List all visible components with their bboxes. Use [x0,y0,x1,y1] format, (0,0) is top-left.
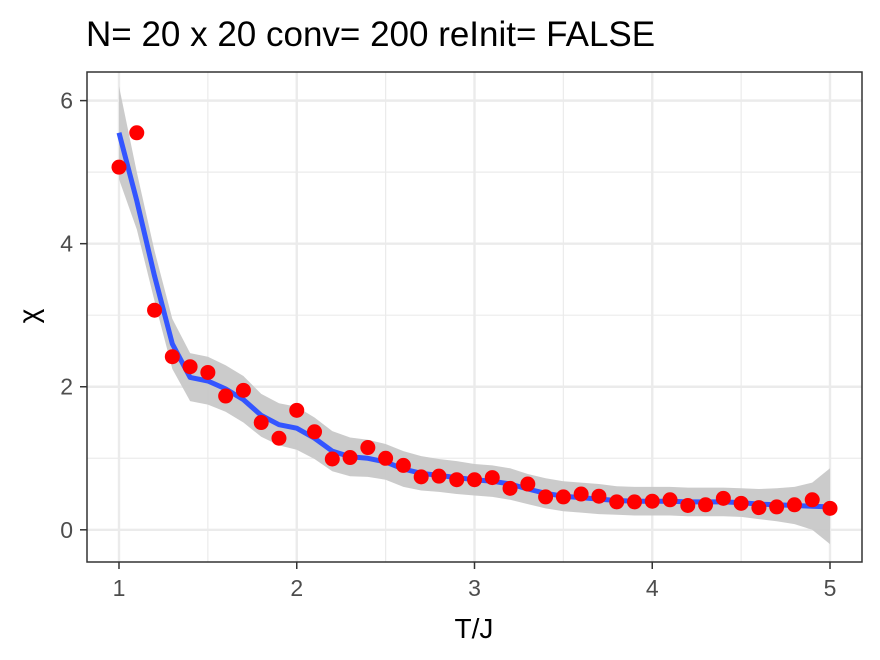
x-tick-label: 2 [290,575,303,601]
data-point [164,349,180,365]
data-point [147,302,163,318]
points-layer [111,125,838,516]
data-point [378,450,394,466]
data-point [235,382,251,398]
data-point [360,440,376,456]
x-axis-title: T/J [455,613,494,644]
data-point [200,364,216,380]
x-tick-label: 3 [468,575,481,601]
data-point [733,495,749,511]
data-point [324,451,340,467]
data-point [307,424,323,440]
data-point [395,457,411,473]
data-point [129,125,145,141]
y-tick-label: 0 [60,517,73,543]
data-point [182,359,198,375]
data-point [751,500,767,516]
data-point [662,492,678,508]
data-point [289,402,305,418]
chart-title: N= 20 x 20 conv= 200 reInit= FALSE [86,15,655,54]
x-tick-label: 5 [824,575,837,601]
data-point [626,494,642,510]
data-point [573,486,589,502]
y-tick-label: 6 [60,88,73,114]
data-point [449,472,465,488]
data-point [822,500,838,516]
data-point [698,497,714,513]
data-point [769,499,785,515]
data-point [804,492,820,508]
data-point [644,493,660,509]
data-point [680,497,696,513]
data-point [342,450,358,466]
y-axis-title: χ [13,308,44,323]
x-tick-label: 4 [646,575,659,601]
data-point [786,497,802,513]
y-tick-label: 2 [60,374,73,400]
data-point [609,494,625,510]
data-point [484,470,500,486]
y-tick-label: 4 [60,231,73,257]
data-point [271,430,287,446]
data-point [555,489,571,505]
data-point [253,415,269,431]
data-point [591,488,607,504]
data-point [111,159,127,175]
data-point [413,469,429,485]
axes: 1 2 3 4 5 0 2 4 6 [60,88,836,601]
data-point [467,472,482,488]
x-tick-label: 1 [113,575,126,601]
data-point [538,489,554,505]
data-point [715,490,731,506]
data-point [520,476,536,492]
data-point [431,468,447,484]
data-point [502,480,518,496]
data-point [218,388,234,404]
